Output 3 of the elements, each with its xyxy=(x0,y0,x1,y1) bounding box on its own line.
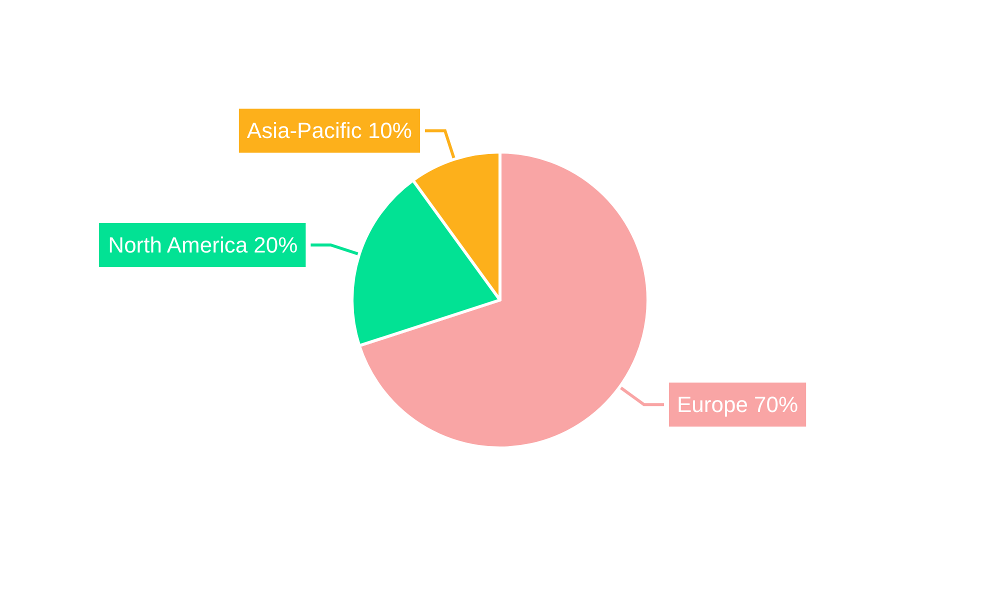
slice-label: Europe 70% xyxy=(677,392,798,418)
slice-label: Asia-Pacific 10% xyxy=(246,118,412,144)
slice-label: North America 20% xyxy=(108,232,298,258)
